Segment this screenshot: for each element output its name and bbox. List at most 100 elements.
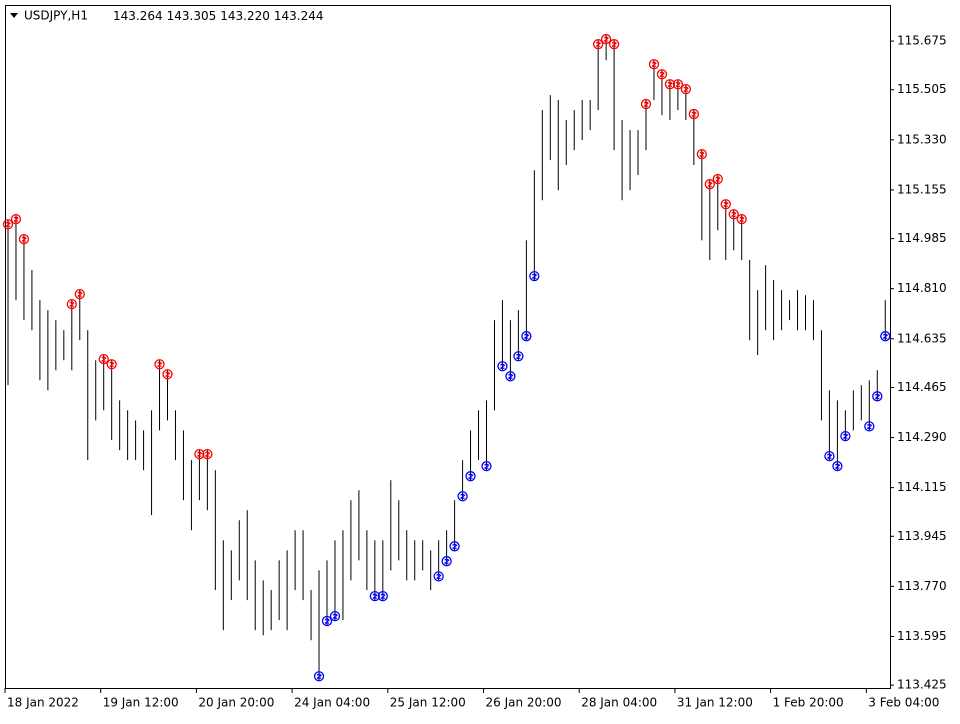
signal-icon [18, 233, 30, 245]
signal-icon [377, 590, 388, 602]
signal-icon [2, 219, 14, 230]
signal-icon [194, 448, 205, 460]
signal-ring [824, 450, 835, 462]
signal-icon [824, 450, 835, 462]
signal-glyph [21, 236, 27, 242]
signal-glyph [515, 353, 522, 359]
signal-glyph [651, 61, 657, 67]
signal-ring [840, 430, 851, 442]
signal-ring [18, 233, 30, 245]
signal-icon [202, 448, 213, 460]
signal-glyph [842, 433, 849, 439]
signal-ring [2, 219, 14, 230]
signal-ring [513, 351, 524, 362]
signal-glyph [500, 363, 506, 369]
signal-icon [154, 359, 165, 370]
signal-glyph [739, 216, 745, 222]
y-tick-label: 115.330 [897, 132, 947, 146]
x-tick-label: 20 Jan 20:00 [198, 696, 274, 710]
signal-icon [648, 59, 660, 70]
signal-icon [481, 461, 492, 472]
plot-frame [5, 5, 891, 689]
signal-icon [696, 148, 707, 160]
y-tick-label: 114.290 [897, 430, 947, 444]
signal-ring [648, 59, 660, 70]
signal-icon [872, 391, 883, 402]
signal-icon [66, 298, 77, 310]
signal-icon [98, 353, 109, 365]
x-tick-label: 18 Jan 2022 [7, 696, 79, 710]
y-tick-label: 114.115 [897, 480, 947, 494]
y-tick-label: 115.155 [897, 182, 947, 196]
signal-ring [202, 448, 213, 460]
signal-ring [457, 491, 468, 502]
signal-ring [162, 369, 173, 380]
signal-ring [481, 461, 492, 472]
signal-glyph [731, 211, 737, 217]
signal-glyph [372, 593, 378, 599]
signal-ring [872, 391, 883, 402]
signal-ring [369, 590, 381, 602]
header-quote: 143.264 143.305 143.220 143.244 [113, 9, 324, 23]
signal-icon [10, 213, 22, 225]
signal-glyph [611, 41, 617, 47]
signal-icon [513, 351, 524, 362]
signal-glyph [715, 176, 721, 182]
signal-glyph [204, 451, 211, 457]
signal-ring [832, 461, 843, 472]
signal-glyph [196, 451, 203, 457]
signal-icon [864, 421, 875, 432]
signal-glyph [69, 301, 75, 307]
x-tick-label: 1 Feb 20:00 [773, 696, 844, 710]
signal-glyph [452, 543, 458, 549]
signal-icon [106, 359, 117, 370]
signal-ring [465, 471, 476, 482]
y-tick-label: 114.810 [897, 281, 947, 295]
y-tick-label: 114.465 [897, 380, 947, 394]
signal-icon [880, 331, 891, 342]
signal-icon [728, 209, 739, 220]
signal-icon [672, 79, 684, 90]
header-value: 143.244 [274, 9, 324, 23]
signal-ring [593, 39, 604, 50]
signal-glyph [444, 558, 450, 564]
signal-glyph [508, 373, 514, 379]
signal-glyph [5, 221, 11, 227]
signal-icon [162, 369, 173, 380]
x-tick-label: 25 Jan 12:00 [390, 696, 466, 710]
signal-icon [433, 571, 444, 582]
signal-ring [712, 173, 723, 185]
signal-ring [321, 615, 333, 627]
header-value: 143.264 [113, 9, 163, 23]
signal-ring [696, 148, 707, 160]
signal-icon [712, 173, 723, 185]
signal-glyph [882, 333, 889, 339]
signal-ring [441, 556, 452, 567]
signal-glyph [77, 291, 83, 297]
signal-ring [449, 541, 460, 552]
signal-glyph [13, 216, 19, 222]
signal-icon [441, 556, 452, 567]
y-tick-label: 115.505 [897, 82, 947, 96]
signal-ring [74, 288, 85, 300]
signal-glyph [834, 463, 841, 469]
signal-icon [521, 331, 532, 342]
signal-glyph [460, 493, 466, 499]
signal-glyph [484, 463, 490, 469]
signal-glyph [436, 573, 442, 579]
signal-ring [664, 79, 676, 90]
signal-glyph [675, 81, 681, 87]
signal-glyph [468, 473, 474, 479]
signal-icon [505, 371, 516, 382]
x-tick-label: 31 Jan 12:00 [677, 696, 753, 710]
menu-arrow[interactable] [10, 13, 18, 18]
signal-icon [449, 541, 460, 552]
signal-icon [313, 671, 325, 682]
signal-glyph [101, 356, 107, 362]
signal-glyph [109, 361, 115, 367]
signal-ring [98, 353, 109, 365]
signal-icon [329, 611, 341, 622]
signal-ring [521, 331, 532, 342]
signal-glyph [707, 181, 713, 187]
